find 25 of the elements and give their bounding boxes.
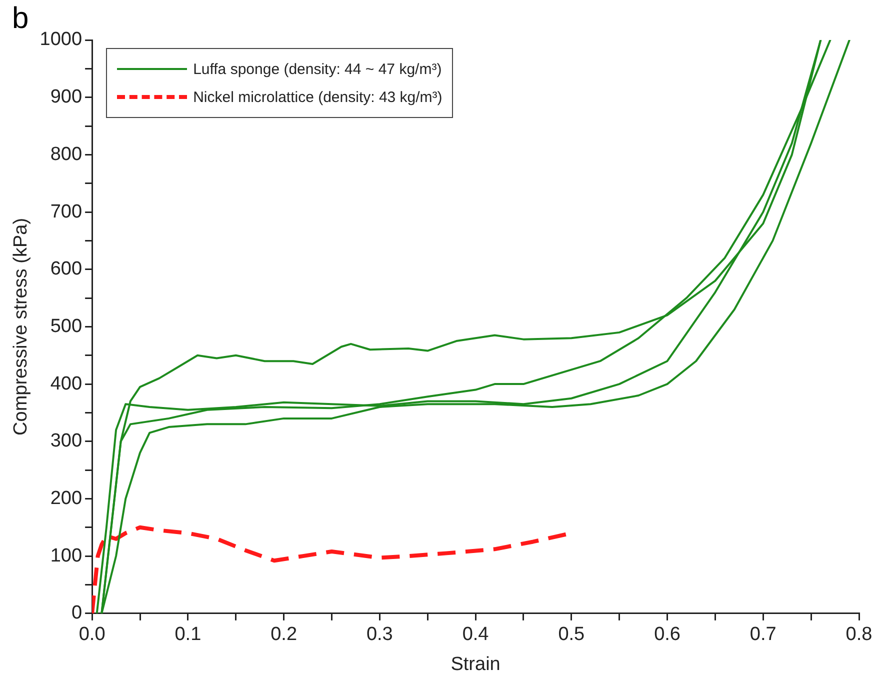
x-tick-label: 0.0	[78, 624, 106, 646]
y-axis-title: Compressive stress (kPa)	[10, 218, 32, 436]
y-tick-label: 0	[71, 602, 82, 624]
legend-label: Luffa sponge (density: 44 ~ 47 kg/m³)	[193, 60, 442, 78]
y-tick-label: 1000	[40, 29, 82, 50]
x-tick-label: 0.6	[654, 624, 680, 646]
legend-label: Nickel microlattice (density: 43 kg/m³)	[193, 88, 442, 106]
y-tick-label: 600	[50, 258, 82, 280]
x-tick-label: 0.8	[846, 624, 872, 646]
y-tick-label: 900	[50, 86, 82, 108]
text: b	[12, 2, 29, 36]
x-tick-label: 0.2	[270, 624, 298, 646]
y-tick-label: 700	[50, 201, 82, 222]
x-tick-label: 0.1	[174, 624, 202, 646]
x-tick-label: 0.3	[366, 624, 393, 646]
y-tick-label: 500	[50, 316, 82, 337]
y-tick-label: 400	[50, 373, 82, 394]
x-tick-label: 0.5	[558, 624, 585, 646]
x-tick-label: 0.4	[462, 624, 490, 646]
x-axis-title: Strain	[450, 654, 500, 675]
y-tick-label: 800	[50, 144, 82, 165]
y-tick-label: 100	[50, 545, 82, 566]
y-tick-label: 200	[50, 488, 82, 509]
y-tick-label: 300	[50, 430, 82, 452]
x-tick-label: 0.7	[750, 624, 776, 646]
